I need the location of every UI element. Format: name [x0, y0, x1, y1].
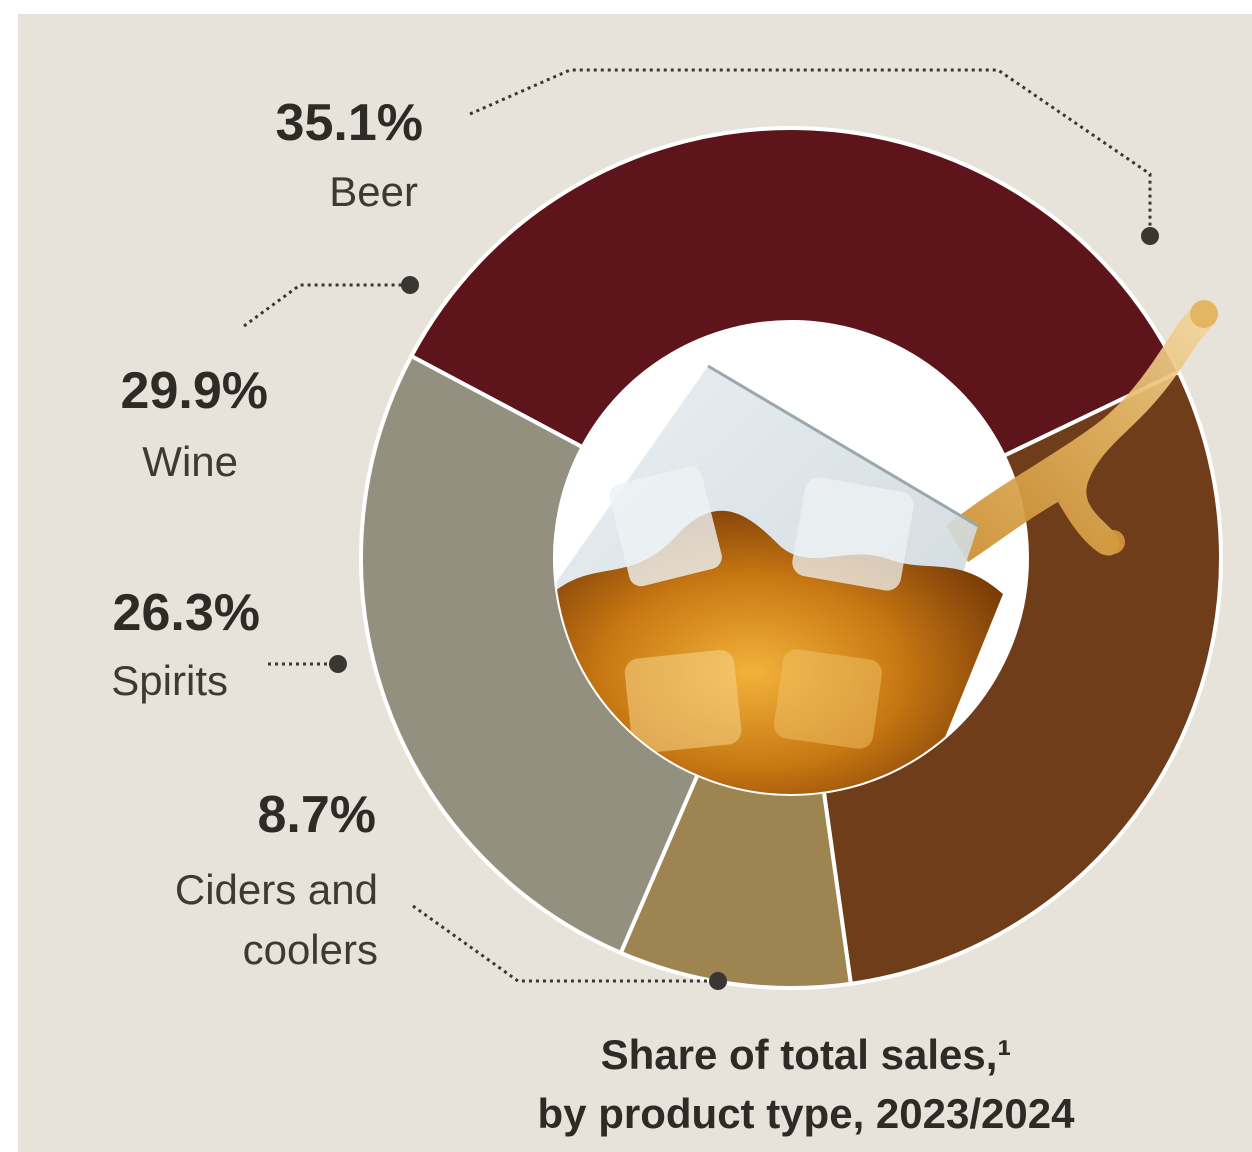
spirits-category-label: Spirits	[111, 657, 228, 704]
chart-title-line2: by product type, 2023/2024	[538, 1090, 1076, 1137]
leader-lines	[243, 68, 1159, 990]
chart-panel: 35.1% Beer 29.9% Wine 26.3% Spirits 8.7%…	[18, 14, 1252, 1152]
ciders-category-label-line1: Ciders and	[175, 866, 378, 913]
chart-title-line1: Share of total sales,¹	[601, 1031, 1012, 1078]
beer-value-label: 35.1%	[276, 94, 423, 152]
ciders-value-label: 8.7%	[257, 786, 376, 844]
wine-category-label: Wine	[142, 438, 238, 485]
beer-category-label: Beer	[329, 168, 418, 215]
splash-shape	[946, 300, 1217, 562]
ciders-category-label-line2: coolers	[243, 926, 378, 973]
donut-ring	[359, 125, 1223, 990]
chart-title: Share of total sales,¹ by product type, …	[538, 1031, 1076, 1137]
wine-value-label: 29.9%	[121, 362, 268, 420]
donut-chart: 35.1% Beer 29.9% Wine 26.3% Spirits 8.7%…	[111, 68, 1223, 1137]
slice-labels: 35.1% Beer 29.9% Wine 26.3% Spirits 8.7%…	[111, 94, 423, 973]
spirits-value-label: 26.3%	[113, 584, 260, 642]
whisky-glass-icon	[555, 300, 1218, 794]
